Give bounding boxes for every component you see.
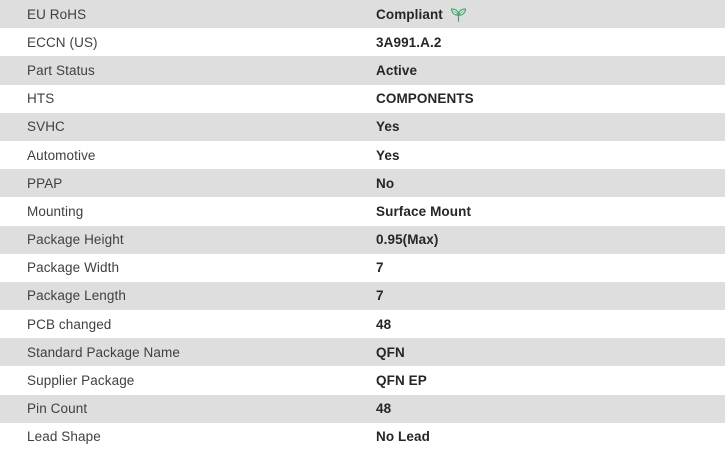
- table-row: Pin Count 48: [0, 394, 725, 423]
- row-label: Package Width: [27, 260, 120, 276]
- row-label: Package Height: [27, 232, 124, 248]
- table-row: Mounting Surface Mount: [0, 197, 725, 226]
- row-value: 7: [376, 288, 384, 304]
- row-label: EU RoHS: [27, 6, 87, 22]
- row-label: Pin Count: [27, 401, 88, 417]
- table-row: SVHC Yes: [0, 112, 725, 141]
- row-label: Supplier Package: [27, 373, 135, 389]
- row-label: PPAP: [27, 175, 63, 191]
- row-value: 48: [376, 401, 392, 417]
- row-label: Package Length: [27, 288, 126, 304]
- row-value: 0.95(Max): [376, 232, 439, 248]
- row-label: SVHC: [27, 119, 65, 135]
- table-row: Package Length 7: [0, 281, 725, 311]
- row-value: COMPONENTS: [376, 91, 474, 107]
- row-value: QFN EP: [376, 373, 427, 389]
- table-row: Package Width 7: [0, 253, 725, 282]
- table-row: Lead Shape No Lead: [0, 422, 725, 451]
- row-label: Part Status: [27, 62, 95, 78]
- table-row: PCB changed 48: [0, 310, 725, 339]
- row-label: Automotive: [27, 147, 96, 163]
- row-label: Lead Shape: [27, 429, 101, 445]
- row-value: Yes: [376, 147, 400, 163]
- row-value: No Lead: [376, 429, 430, 445]
- row-value: Yes: [376, 119, 400, 135]
- row-value-text: Compliant: [376, 6, 443, 22]
- row-value: 3A991.A.2: [376, 34, 442, 50]
- row-value: Compliant: [376, 6, 725, 22]
- table-row: HTS COMPONENTS: [0, 84, 725, 113]
- table-row: PPAP No: [0, 169, 725, 198]
- row-value: QFN: [376, 344, 405, 360]
- row-value: 48: [376, 316, 392, 332]
- row-value: Active: [376, 62, 418, 78]
- table-row: Package Height 0.95(Max): [0, 225, 725, 254]
- table-row: EU RoHS Compliant: [0, 0, 725, 29]
- table-row: Automotive Yes: [0, 140, 725, 170]
- row-value: No: [376, 175, 395, 191]
- table-row: Standard Package Name QFN: [0, 338, 725, 367]
- row-value: 7: [376, 260, 384, 276]
- row-value: Surface Mount: [376, 203, 472, 219]
- row-label: HTS: [27, 91, 55, 107]
- row-label: PCB changed: [27, 316, 112, 332]
- row-label: ECCN (US): [27, 34, 98, 50]
- table-row: ECCN (US) 3A991.A.2: [0, 28, 725, 57]
- table-row: Supplier Package QFN EP: [0, 366, 725, 395]
- table-row: Part Status Active: [0, 56, 725, 85]
- row-label: Standard Package Name: [27, 344, 180, 360]
- leaf-icon: [450, 7, 467, 22]
- row-label: Mounting: [27, 203, 84, 219]
